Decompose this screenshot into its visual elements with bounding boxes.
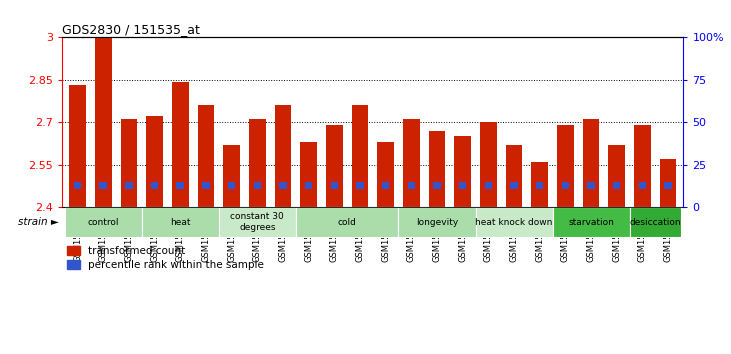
Bar [279, 182, 287, 189]
Bar [531, 162, 548, 207]
Bar [219, 207, 296, 237]
Text: constant 30
degrees: constant 30 degrees [230, 212, 284, 232]
Bar [296, 207, 398, 237]
Bar [99, 182, 107, 189]
Bar [249, 119, 265, 207]
Bar [459, 182, 466, 189]
Bar [634, 125, 651, 207]
Bar [455, 136, 471, 207]
Bar [377, 142, 394, 207]
Text: cold: cold [338, 218, 357, 227]
Bar [536, 182, 543, 189]
Text: starvation: starvation [568, 218, 614, 227]
Text: heat knock down: heat knock down [475, 218, 553, 227]
Bar [561, 182, 569, 189]
Bar [151, 182, 159, 189]
Bar [326, 125, 343, 207]
Bar [125, 182, 132, 189]
Bar [403, 119, 420, 207]
Bar [275, 105, 291, 207]
Bar [485, 182, 492, 189]
Bar [202, 182, 210, 189]
Bar [428, 131, 445, 207]
Bar [587, 182, 595, 189]
Bar [223, 145, 240, 207]
Bar [613, 182, 621, 189]
Text: strain ►: strain ► [18, 217, 58, 227]
Bar [228, 182, 235, 189]
Legend: transformed count, percentile rank within the sample: transformed count, percentile rank withi… [67, 246, 264, 270]
Bar [330, 182, 338, 189]
Bar [197, 105, 214, 207]
Bar [408, 182, 415, 189]
Bar [382, 182, 390, 189]
Bar [639, 182, 646, 189]
Bar [65, 207, 142, 237]
Bar [69, 85, 86, 207]
Bar [300, 142, 317, 207]
Text: GDS2830 / 151535_at: GDS2830 / 151535_at [62, 23, 200, 36]
Bar [356, 182, 364, 189]
Bar [475, 207, 553, 237]
Bar [254, 182, 261, 189]
Text: control: control [88, 218, 119, 227]
Bar [553, 207, 629, 237]
Bar [660, 159, 676, 207]
Bar [146, 116, 163, 207]
Text: heat: heat [170, 218, 191, 227]
Bar [506, 145, 523, 207]
Bar [398, 207, 475, 237]
Bar [176, 182, 184, 189]
Bar [305, 182, 312, 189]
Bar [480, 122, 496, 207]
Bar [172, 82, 189, 207]
Bar [557, 125, 574, 207]
Bar [142, 207, 219, 237]
Bar [95, 37, 112, 207]
Text: desiccation: desiccation [629, 218, 681, 227]
Bar [629, 207, 681, 237]
Bar [433, 182, 441, 189]
Bar [664, 182, 672, 189]
Bar [74, 182, 81, 189]
Bar [352, 105, 368, 207]
Bar [510, 182, 518, 189]
Bar [121, 119, 137, 207]
Text: longevity: longevity [416, 218, 458, 227]
Bar [608, 145, 625, 207]
Bar [583, 119, 599, 207]
